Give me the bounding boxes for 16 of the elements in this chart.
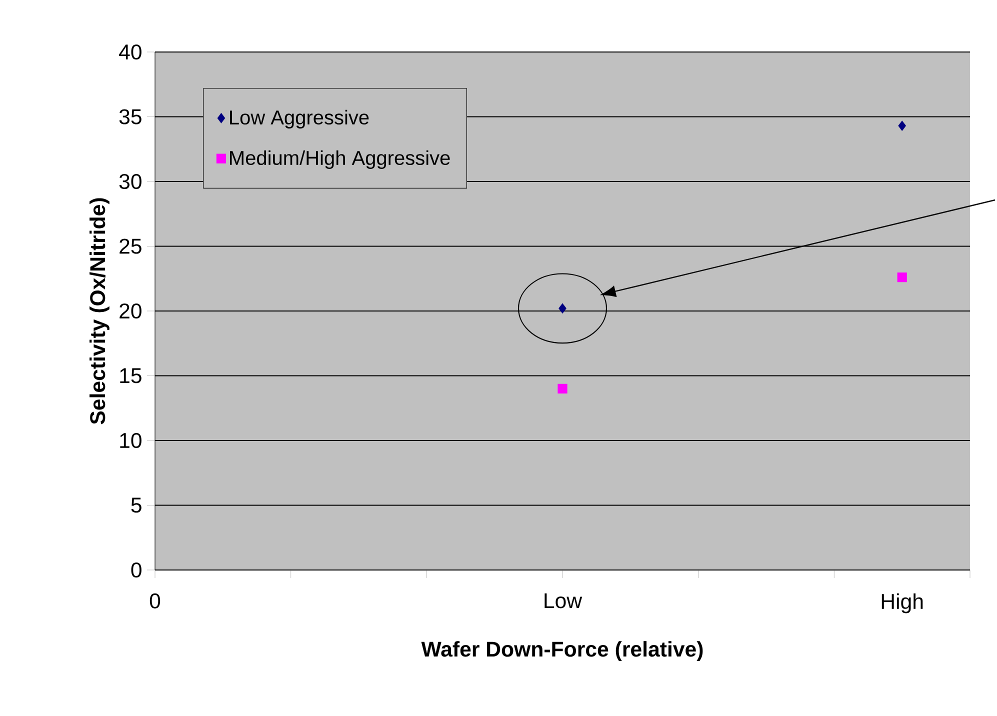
y-axis-title: Selectivity (Ox/Nitride) xyxy=(90,198,110,424)
y-tick-label: 10 xyxy=(120,432,142,448)
y-tick-label: 0 xyxy=(131,562,142,578)
y-tick-label: 25 xyxy=(120,238,142,254)
y-tick-label: 15 xyxy=(120,368,142,384)
y-tick-label: 40 xyxy=(119,44,142,60)
legend-label: Low Aggressive xyxy=(230,110,369,128)
x-axis-title: Wafer Down-Force (relative) xyxy=(421,641,703,661)
x-tick-label: High xyxy=(882,593,923,614)
x-tick-label: Low xyxy=(544,593,582,608)
y-tick-label: 20 xyxy=(120,303,142,319)
x-tick-label: 0 xyxy=(150,593,160,608)
y-tick-label: 35 xyxy=(119,109,142,124)
legend-label: Medium/High Aggressive xyxy=(230,150,450,169)
y-tick-label: 30 xyxy=(119,174,142,190)
y-tick-label: 5 xyxy=(131,498,142,513)
